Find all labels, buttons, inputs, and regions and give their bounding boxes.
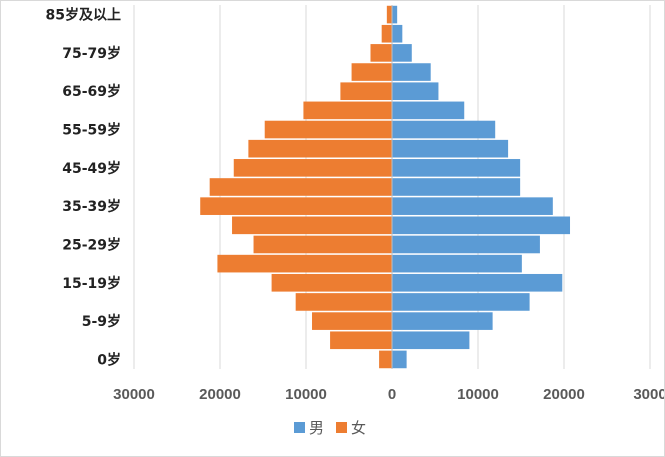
legend-label: 男	[309, 419, 324, 437]
x-tick-label: 10000	[457, 386, 499, 403]
x-tick-label: 10000	[285, 386, 327, 403]
bar-male-7	[392, 216, 571, 235]
bar-male-0	[392, 350, 407, 369]
bar-male-1	[392, 331, 470, 350]
bar-male-11	[392, 139, 509, 158]
legend-swatch	[336, 422, 347, 433]
bar-female-4	[271, 273, 392, 292]
bar-female-9	[209, 178, 392, 196]
bar-male-2	[392, 312, 493, 330]
y-tick-label: 25-29岁	[62, 236, 121, 253]
y-axis-labels: 0岁 5-9岁 15-19岁 25-29岁 35-39岁 45-49岁 55-59岁 65-6…	[46, 7, 121, 369]
bar-male-8	[392, 197, 553, 215]
x-tick-label: 3000	[633, 386, 664, 403]
y-tick-label: 0岁	[97, 351, 121, 368]
bar-male-4	[392, 273, 563, 292]
x-tick-label: 0	[388, 386, 396, 403]
bar-female-14	[340, 82, 392, 101]
bar-male-10	[392, 159, 521, 177]
bar-male-9	[392, 178, 521, 196]
bar-female-17	[381, 24, 392, 43]
bar-female-11	[248, 139, 392, 158]
bar-female-0	[379, 350, 392, 369]
bar-male-6	[392, 235, 540, 254]
bar-male-5	[392, 254, 522, 273]
bar-female-6	[253, 235, 392, 254]
y-tick-label: 65-69岁	[62, 83, 121, 100]
bar-female-7	[232, 216, 392, 235]
y-tick-label: 35-39岁	[62, 198, 121, 215]
y-tick-label: 45-49岁	[62, 160, 121, 177]
x-tick-label: 20000	[199, 386, 241, 403]
bar-female-18	[386, 5, 392, 24]
x-tick-label: 20000	[543, 386, 585, 403]
bar-male-18	[392, 5, 398, 24]
x-axis-labels: 30000 20000 10000 0 10000 20000 3000	[113, 386, 664, 403]
legend: 男女	[294, 419, 366, 437]
y-tick-label: 55-59岁	[62, 122, 121, 139]
y-tick-label: 15-19岁	[62, 275, 121, 292]
y-tick-label: 85岁及以上	[46, 7, 121, 24]
bars	[200, 5, 571, 369]
bar-male-12	[392, 120, 496, 139]
bar-female-12	[264, 120, 392, 139]
bar-female-8	[200, 197, 392, 215]
legend-swatch	[294, 422, 305, 433]
bar-male-3	[392, 293, 530, 311]
bar-female-5	[217, 254, 392, 273]
y-tick-label: 75-79岁	[62, 45, 121, 62]
bar-male-13	[392, 101, 465, 120]
bar-female-10	[233, 159, 392, 177]
bar-female-1	[330, 331, 392, 350]
legend-label: 女	[351, 419, 366, 437]
bar-female-13	[303, 101, 392, 120]
bar-male-15	[392, 63, 431, 81]
bar-male-17	[392, 24, 403, 43]
bar-male-16	[392, 44, 412, 62]
x-tick-label: 30000	[113, 386, 155, 403]
bar-female-2	[312, 312, 392, 330]
bar-female-15	[351, 63, 392, 81]
bar-male-14	[392, 82, 439, 101]
y-tick-label: 5-9岁	[82, 313, 121, 330]
bar-female-3	[295, 293, 392, 311]
bar-female-16	[370, 44, 392, 62]
